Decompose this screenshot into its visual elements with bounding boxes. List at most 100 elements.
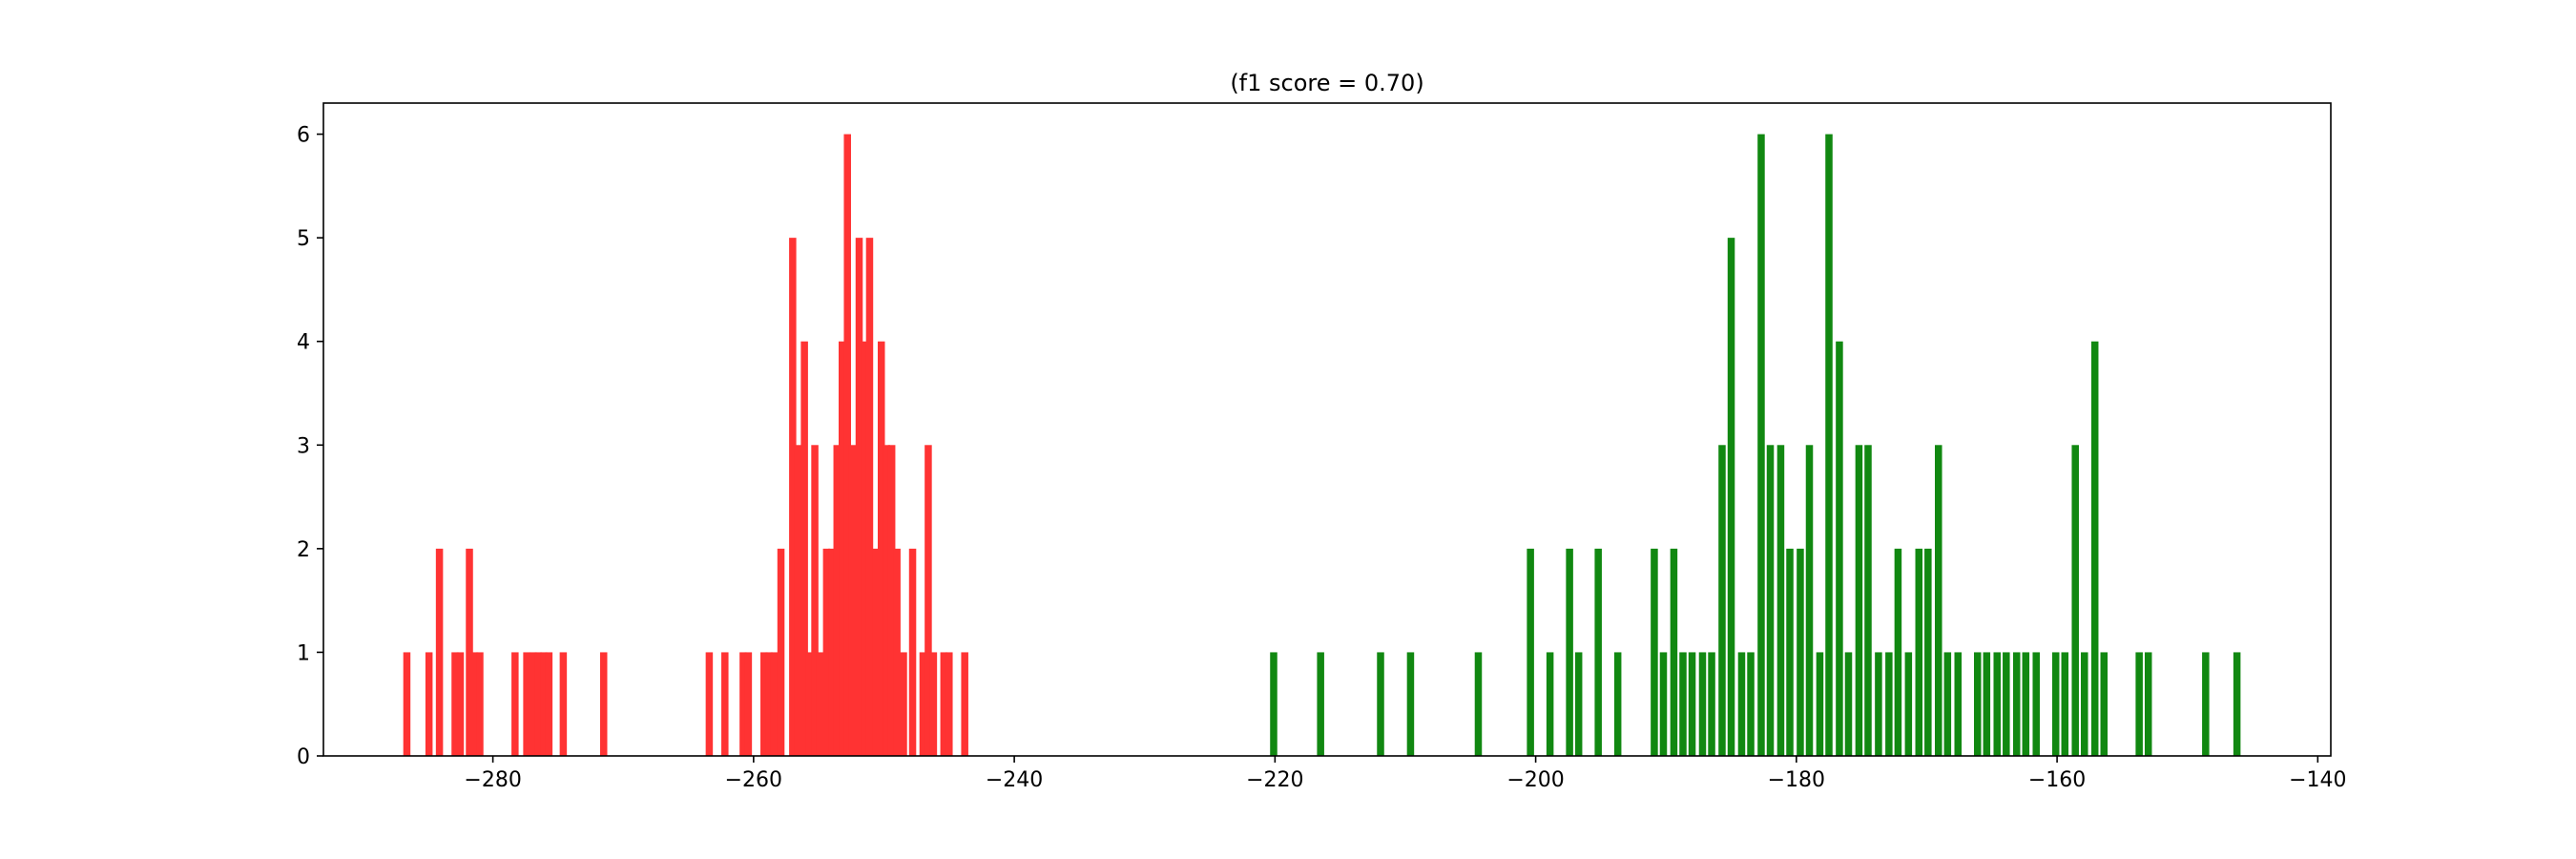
bar-series-1-0 — [1270, 652, 1278, 756]
y-axis: 0 1 2 3 4 5 6 — [297, 124, 323, 769]
bar-series-1-24 — [1776, 445, 1785, 756]
bar-series-0-12 — [540, 652, 548, 756]
bar-series-0-43 — [893, 548, 901, 756]
bar-series-1-15 — [1688, 652, 1696, 756]
bar-series-0-25 — [794, 445, 802, 756]
bar-series-1-19 — [1727, 238, 1735, 757]
bar-series-1-39 — [1924, 548, 1932, 756]
x-tick-label: −240 — [986, 768, 1043, 792]
bar-series-0-4 — [456, 652, 465, 756]
bar-series-1-18 — [1718, 445, 1726, 756]
bar-series-0-10 — [530, 652, 537, 756]
bar-series-1-42 — [1954, 652, 1963, 756]
y-tick-label: 3 — [297, 434, 310, 458]
bar-series-0-33 — [839, 341, 846, 756]
bar-series-1-36 — [1894, 548, 1902, 756]
y-tick-label: 0 — [297, 745, 310, 769]
bar-series-1-10 — [1613, 652, 1622, 756]
bar-series-0-47 — [924, 445, 932, 756]
bar-series-1-14 — [1679, 652, 1687, 756]
x-axis: −280 −260 −240 −220 −200 −180 −160 −140 — [464, 756, 2347, 792]
bar-series-1-47 — [2012, 652, 2021, 756]
bar-series-1-12 — [1659, 652, 1668, 756]
bar-series-1-49 — [2032, 652, 2040, 756]
bar-series-0-45 — [908, 548, 917, 756]
bar-series-1-26 — [1797, 548, 1804, 756]
bar-series-1-50 — [2051, 652, 2060, 756]
bar-series-1-8 — [1574, 652, 1583, 756]
bar-series-1-33 — [1864, 445, 1872, 756]
bar-series-0-27 — [805, 652, 814, 756]
bar-series-1-28 — [1816, 652, 1824, 756]
bar-series-0-28 — [811, 445, 819, 756]
bar-series-1-27 — [1805, 445, 1814, 756]
bar-series-0-9 — [523, 652, 530, 756]
x-tick-label: −200 — [1506, 768, 1564, 792]
x-tick-label: −140 — [2289, 768, 2346, 792]
chart-title: (f1 score = 0.70) — [1230, 70, 1423, 96]
bar-series-1-35 — [1885, 652, 1893, 756]
bar-series-1-51 — [2061, 652, 2069, 756]
bars-group — [403, 134, 2241, 757]
bar-series-1-5 — [1527, 548, 1534, 756]
bar-series-0-7 — [476, 652, 484, 756]
y-tick-label: 2 — [297, 538, 310, 562]
bar-series-0-51 — [961, 652, 968, 756]
bar-series-1-32 — [1855, 445, 1863, 756]
bar-series-1-20 — [1737, 652, 1746, 756]
bar-series-0-46 — [919, 652, 927, 756]
bar-series-1-48 — [2022, 652, 2030, 756]
bar-series-0-15 — [599, 652, 608, 756]
bar-series-1-6 — [1546, 652, 1554, 756]
bar-series-1-22 — [1757, 134, 1765, 757]
bar-series-1-54 — [2090, 341, 2099, 756]
bar-series-0-11 — [534, 652, 543, 756]
bar-series-0-1 — [425, 652, 433, 756]
bar-series-0-32 — [833, 445, 841, 756]
bar-series-0-21 — [765, 652, 774, 756]
bar-series-1-30 — [1836, 341, 1843, 756]
bar-series-0-8 — [511, 652, 519, 756]
bar-series-0-3 — [451, 652, 459, 756]
y-tick-label: 1 — [297, 641, 310, 665]
bar-series-0-30 — [822, 548, 831, 756]
bar-series-1-17 — [1708, 652, 1715, 756]
bar-series-1-31 — [1844, 652, 1853, 756]
y-tick-label: 6 — [297, 124, 310, 148]
bar-series-1-43 — [1973, 652, 1982, 756]
bar-series-0-40 — [877, 341, 885, 756]
bar-series-1-16 — [1698, 652, 1707, 756]
bar-series-1-23 — [1766, 445, 1775, 756]
bar-series-0-6 — [470, 652, 479, 756]
bar-series-1-44 — [1983, 652, 1991, 756]
bar-series-1-40 — [1935, 445, 1942, 756]
bar-series-0-16 — [705, 652, 714, 756]
bar-series-1-29 — [1825, 134, 1833, 757]
bar-series-1-59 — [2233, 652, 2241, 756]
bar-series-1-2 — [1377, 652, 1384, 756]
bar-series-1-37 — [1904, 652, 1913, 756]
y-tick-label: 4 — [297, 331, 310, 355]
bar-series-0-42 — [887, 445, 896, 756]
bar-series-1-52 — [2071, 445, 2079, 756]
bar-series-0-0 — [403, 652, 411, 756]
y-tick-label: 5 — [297, 227, 310, 251]
bar-series-1-3 — [1406, 652, 1415, 756]
bar-series-0-5 — [466, 548, 473, 756]
bar-series-1-57 — [2144, 652, 2152, 756]
bar-series-1-55 — [2100, 652, 2109, 756]
bar-series-0-50 — [945, 652, 953, 756]
bar-series-0-35 — [848, 445, 857, 756]
bar-series-0-17 — [721, 652, 729, 756]
bar-series-0-22 — [770, 652, 779, 756]
x-tick-label: −220 — [1246, 768, 1303, 792]
bar-series-0-24 — [789, 238, 797, 757]
bar-series-1-45 — [1993, 652, 2002, 756]
bar-series-0-19 — [744, 652, 753, 756]
bar-series-0-29 — [816, 652, 824, 756]
bar-series-0-37 — [861, 341, 868, 756]
bar-series-1-53 — [2081, 652, 2088, 756]
bar-series-0-14 — [559, 652, 568, 756]
